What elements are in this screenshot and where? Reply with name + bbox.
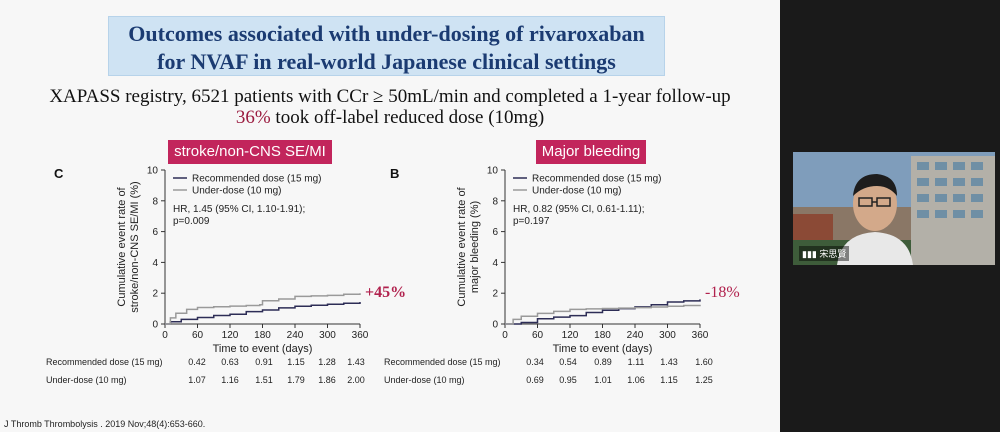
subtitle-registry: XAPASS registry, 6521 patients with CCr …: [49, 86, 731, 107]
title-banner: Outcomes associated with under-dosing of…: [108, 16, 665, 76]
x-tick-label: 240: [627, 330, 644, 341]
y-axis-title-line-1: Cumulative event rate of: [456, 186, 468, 306]
bleeding-panel-tag: Major bleeding: [536, 140, 646, 164]
hazard-ratio-annotation: p=0.009: [173, 216, 210, 227]
table-cell: 0.89: [594, 357, 612, 367]
x-tick-label: 60: [532, 330, 544, 341]
panel-letter-b: B: [390, 166, 400, 181]
table-cell: 1.79: [287, 375, 305, 385]
x-tick-label: 120: [562, 330, 579, 341]
hazard-ratio-annotation: HR, 1.45 (95% CI, 1.10-1.91);: [173, 204, 305, 215]
x-tick-label: 180: [254, 330, 271, 341]
table-cell: 1.51: [255, 375, 273, 385]
table-cell: 1.25: [695, 375, 713, 385]
table-cell: 1.15: [660, 375, 678, 385]
x-axis-title: Time to event (days): [213, 343, 313, 355]
series-line: [505, 304, 701, 325]
y-tick-label: 8: [152, 196, 158, 207]
table-cell: 0.63: [221, 357, 239, 367]
bleeding-kaplan-meier-chart: 0 2 4 6 8 10 0 60 120 180 240 300 360 Time to event (…: [456, 166, 740, 356]
x-tick-label: 300: [659, 330, 676, 341]
y-axis-title-line-2: stroke/non-CNS SE/MI (%): [129, 181, 141, 312]
y-tick-label: 2: [152, 289, 158, 300]
citation: J Thromb Thrombolysis . 2019 Nov;48(4):6…: [4, 419, 206, 429]
table-cell: 1.60: [695, 357, 713, 367]
y-tick-label: 6: [492, 227, 498, 238]
panel-letter-c: C: [54, 166, 64, 181]
table-row-label: Recommended dose (15 mg): [46, 357, 163, 367]
x-tick-label: 120: [222, 330, 239, 341]
table-cell: 0.42: [188, 357, 206, 367]
series-line: [165, 301, 361, 325]
table-cell: 1.06: [627, 375, 645, 385]
y-tick-label: 8: [492, 196, 498, 207]
y-tick-label: 6: [152, 227, 158, 238]
signal-bars-icon: ▮▮▮: [802, 249, 820, 259]
relative-change-annotation: +45%: [365, 284, 406, 301]
participant-name: 宋思賢: [819, 249, 847, 259]
x-tick-label: 360: [352, 330, 369, 341]
y-tick-label: 10: [147, 166, 159, 177]
title-line-1: Outcomes associated with under-dosing of…: [128, 21, 645, 46]
hazard-ratio-annotation: p=0.197: [513, 216, 550, 227]
legend-label: Recommended dose (15 mg): [532, 174, 662, 185]
table-cell: 1.01: [594, 375, 612, 385]
participant-video-frame: [793, 152, 995, 265]
y-axis-title-line-1: Cumulative event rate of: [116, 186, 128, 306]
stroke-panel-tag: stroke/non-CNS SE/MI: [168, 140, 332, 164]
subtitle-percentage: 36%: [235, 107, 271, 128]
table-cell: 2.00: [347, 375, 365, 385]
table-cell: 0.95: [559, 375, 577, 385]
x-tick-label: 0: [502, 330, 508, 341]
hazard-ratio-annotation: HR, 0.82 (95% CI, 0.61-1.11);: [513, 204, 645, 215]
x-tick-label: 360: [692, 330, 709, 341]
table-cell: 1.16: [221, 375, 239, 385]
x-tick-label: 0: [162, 330, 168, 341]
series-line: [505, 299, 701, 325]
y-axis-title: Cumulative event rate ofstroke/non-CNS S…: [116, 181, 141, 312]
participant-name-label: ▮▮▮ 宋思賢: [799, 246, 850, 261]
x-tick-label: 240: [287, 330, 304, 341]
table-row-label: Under-dose (10 mg): [46, 375, 127, 385]
legend-label: Under-dose (10 mg): [532, 186, 621, 197]
y-tick-label: 4: [492, 258, 498, 269]
table-cell: 0.69: [526, 375, 544, 385]
table-cell: 0.91: [255, 357, 273, 367]
table-row-label: Recommended dose (15 mg): [384, 357, 501, 367]
x-tick-label: 60: [192, 330, 204, 341]
table-cell: 1.28: [318, 357, 336, 367]
legend-label: Recommended dose (15 mg): [192, 174, 322, 185]
series-line: [165, 293, 361, 325]
y-tick-label: 2: [492, 289, 498, 300]
y-tick-label: 0: [492, 320, 498, 331]
y-tick-label: 4: [152, 258, 158, 269]
table-row-label: Under-dose (10 mg): [384, 375, 465, 385]
x-axis-title: Time to event (days): [553, 343, 653, 355]
table-cell: 0.34: [526, 357, 544, 367]
participant-video-tile[interactable]: ▮▮▮ 宋思賢: [793, 152, 995, 265]
x-tick-label: 300: [319, 330, 336, 341]
y-axis-title-line-2: major bleeding (%): [469, 201, 481, 293]
title-line-2: for NVAF in real-world Japanese clinical…: [157, 49, 616, 74]
legend-label: Under-dose (10 mg): [192, 186, 281, 197]
presentation-slide: Outcomes associated with under-dosing of…: [0, 0, 780, 432]
table-cell: 1.43: [347, 357, 365, 367]
table-cell: 1.86: [318, 375, 336, 385]
table-cell: 1.11: [627, 357, 645, 367]
y-tick-label: 10: [487, 166, 499, 177]
table-cell: 1.15: [287, 357, 305, 367]
y-tick-label: 0: [152, 320, 158, 331]
relative-change-annotation: -18%: [705, 284, 740, 301]
table-cell: 1.43: [660, 357, 678, 367]
subtitle-reduced-dose-text: took off-label reduced dose (10mg): [270, 107, 545, 128]
table-cell: 0.54: [559, 357, 577, 367]
subtitle-reduced-dose: 36% took off-label reduced dose (10mg): [0, 107, 780, 129]
y-axis-title: Cumulative event rate ofmajor bleeding (…: [456, 186, 481, 306]
table-cell: 1.07: [188, 375, 206, 385]
stroke-kaplan-meier-chart: 0 2 4 6 8 10 0 60 120 180 240 300 360 Time to event (…: [116, 166, 406, 356]
x-tick-label: 180: [594, 330, 611, 341]
